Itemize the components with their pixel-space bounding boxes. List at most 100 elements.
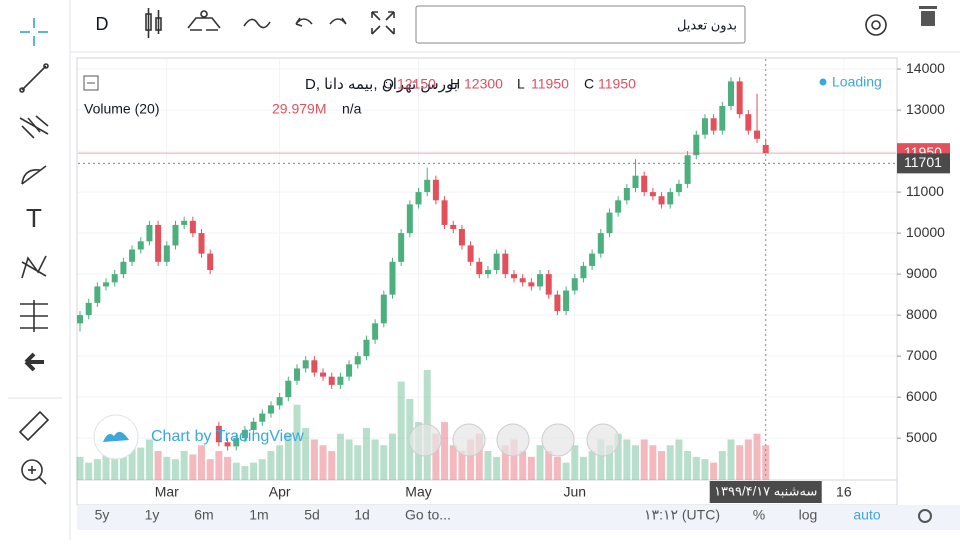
range-button[interactable]: 1y <box>145 507 160 523</box>
candle-body <box>693 134 700 156</box>
candle-body <box>337 376 344 385</box>
y-tick-label: 6000 <box>906 388 937 404</box>
volume-bar <box>163 456 171 480</box>
candle-body <box>77 315 83 324</box>
candle-body <box>458 229 465 246</box>
volume-bar <box>345 439 353 480</box>
ohlc-key: L <box>517 76 525 92</box>
candle-body <box>675 183 682 193</box>
scale-option[interactable]: log <box>799 507 818 523</box>
hide-tool[interactable] <box>24 352 44 372</box>
range-button[interactable]: 1m <box>249 507 268 523</box>
settings-button[interactable] <box>865 14 887 36</box>
volume-bar <box>336 433 344 480</box>
candle-body <box>728 81 734 106</box>
crosshair-tool[interactable] <box>20 18 48 46</box>
volume-bar <box>753 433 761 480</box>
candle-body <box>511 274 517 279</box>
candle-body <box>328 376 335 385</box>
scroll-left[interactable] <box>408 423 442 457</box>
y-tick-label: 13000 <box>906 101 945 117</box>
compare-button[interactable] <box>243 18 271 29</box>
candle-body <box>294 368 300 381</box>
y-tick-label: 10000 <box>906 224 945 240</box>
ohlc-legend: O 12150 H 12300 L 11950 C 11950 <box>383 76 636 92</box>
candle-body <box>615 200 622 213</box>
crosshair-price-label: 11701 <box>904 154 942 170</box>
chart-style-button[interactable] <box>145 8 162 38</box>
range-button[interactable]: 5d <box>304 507 320 523</box>
ohlc-value: 11950 <box>531 76 569 92</box>
candle-body <box>354 356 361 365</box>
volume-bar <box>545 451 553 480</box>
range-button[interactable]: 6m <box>194 507 213 523</box>
candle-body <box>302 360 309 369</box>
volume-bar <box>562 462 570 480</box>
brush-tool[interactable] <box>21 165 47 185</box>
ohlc-key: C <box>584 76 594 92</box>
candle-body <box>580 265 587 279</box>
zoom-out[interactable] <box>452 423 486 457</box>
reset[interactable] <box>496 423 530 457</box>
fib-tool[interactable] <box>19 115 49 139</box>
candle-body <box>589 253 596 266</box>
candle-body <box>155 224 162 262</box>
zoom-in[interactable] <box>541 423 575 457</box>
volume-bar <box>501 445 509 480</box>
volume-bar <box>519 451 527 480</box>
range-button[interactable]: 5y <box>95 507 110 523</box>
goto-button[interactable]: Go to... <box>405 507 451 523</box>
candle-body <box>649 192 656 197</box>
settings-icon[interactable] <box>918 509 932 523</box>
volume-bar <box>553 456 561 480</box>
candle-body <box>276 397 283 406</box>
zoom-tool[interactable] <box>21 459 47 485</box>
candle-body <box>450 224 457 230</box>
volume-bar <box>189 454 197 480</box>
volume-last: 29.979M <box>272 101 326 117</box>
interval-button[interactable]: D <box>96 14 109 34</box>
adjustment-text: بدون تعدیل <box>677 17 737 33</box>
watermark[interactable]: Chart by TradingView <box>151 428 304 445</box>
volume-bar <box>232 462 240 480</box>
adjustment-input[interactable] <box>415 5 746 44</box>
volume-bar <box>605 445 613 480</box>
candle-body <box>432 179 439 201</box>
collapse-legend[interactable] <box>83 75 99 91</box>
candle-body <box>476 261 483 275</box>
plot: 5000600070008000900010000110001200013000… <box>76 59 950 503</box>
candle-body <box>233 438 240 447</box>
scale-option[interactable]: auto <box>853 507 880 523</box>
volume-bar <box>319 445 327 480</box>
text-tool[interactable]: T <box>26 203 42 233</box>
scroll-right[interactable] <box>586 423 620 457</box>
redo-button[interactable] <box>329 17 347 25</box>
range-button[interactable]: 1d <box>354 507 370 523</box>
volume-bar <box>180 451 188 480</box>
volume-bar <box>640 439 648 480</box>
pattern-tool[interactable] <box>21 255 47 279</box>
volume-bar <box>241 466 249 480</box>
volume-bar <box>623 439 631 480</box>
trend-line-tool[interactable] <box>19 63 49 93</box>
volume-bar <box>206 459 214 480</box>
candle-body <box>502 253 509 275</box>
candle-body <box>172 224 179 246</box>
scale-option[interactable]: % <box>753 507 765 523</box>
volume-bar <box>137 447 145 480</box>
candle-body <box>554 294 561 312</box>
measure-tool[interactable] <box>20 300 48 332</box>
candle-body <box>736 81 743 115</box>
ruler-tool[interactable] <box>18 410 50 442</box>
volume-bar <box>597 439 605 480</box>
candle-body <box>259 413 266 422</box>
fullscreen-button[interactable] <box>371 11 395 35</box>
volume-bar <box>458 451 466 480</box>
candle-body <box>103 282 110 287</box>
undo-button[interactable] <box>295 17 313 27</box>
candle-body <box>94 286 101 303</box>
ohlc-key: O <box>383 76 394 92</box>
indicators-button[interactable] <box>187 10 221 31</box>
delete-button[interactable] <box>919 6 937 26</box>
volume-bar <box>684 451 692 480</box>
